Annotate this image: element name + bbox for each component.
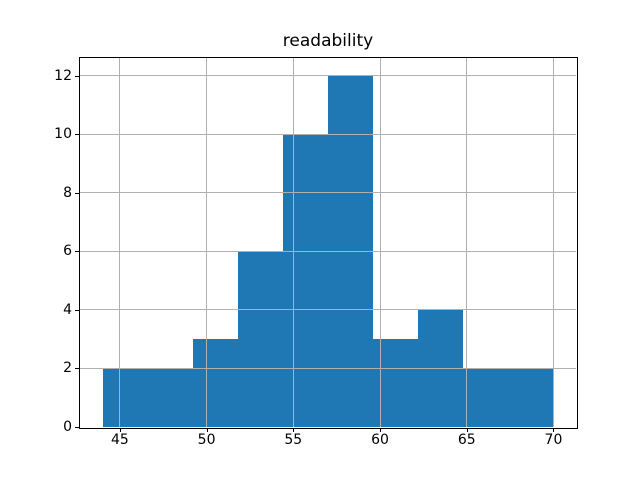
x-tick-label: 70	[544, 432, 563, 448]
x-tick-mark	[206, 428, 208, 432]
histogram-bar	[463, 368, 509, 427]
histogram-bar	[282, 134, 328, 427]
histogram-bar	[237, 251, 283, 427]
histogram-bar	[147, 368, 193, 427]
gridline-vertical	[119, 58, 121, 427]
y-tick-mark	[75, 192, 79, 194]
chart-title: readability	[282, 31, 374, 51]
gridline-horizontal	[80, 426, 576, 427]
y-tick-label: 4	[63, 301, 72, 318]
x-tick-mark	[466, 428, 468, 432]
x-tick-label: 45	[110, 432, 129, 448]
gridline-horizontal	[80, 309, 576, 311]
gridline-vertical	[292, 58, 294, 427]
gridline-horizontal	[80, 367, 576, 369]
gridline-horizontal	[80, 133, 576, 135]
y-tick-mark	[75, 427, 79, 428]
y-tick-mark	[75, 251, 79, 253]
gridline-vertical	[206, 58, 208, 427]
gridline-horizontal	[80, 192, 576, 194]
y-tick-label: 8	[63, 184, 72, 201]
y-tick-label: 12	[54, 67, 72, 84]
y-tick-label: 6	[63, 243, 72, 260]
histogram-bar	[192, 339, 238, 427]
histogram-bar	[373, 339, 419, 427]
gridline-vertical	[552, 58, 554, 427]
x-tick-mark	[293, 428, 295, 432]
gridline-horizontal	[80, 75, 576, 77]
y-tick-mark	[75, 134, 79, 136]
y-tick-mark	[75, 75, 79, 77]
x-tick-label: 65	[457, 432, 476, 448]
x-tick-label: 55	[284, 432, 303, 448]
x-tick-mark	[380, 428, 382, 432]
x-tick-label: 50	[197, 432, 216, 448]
x-tick-mark	[119, 428, 121, 432]
histogram-bar	[508, 368, 554, 427]
axes-spines	[79, 57, 578, 429]
gridline-vertical	[466, 58, 468, 427]
y-tick-mark	[75, 309, 79, 311]
x-tick-mark	[553, 428, 555, 432]
gridline-vertical	[379, 58, 381, 427]
y-tick-label: 0	[63, 419, 72, 435]
y-tick-mark	[75, 368, 79, 370]
y-tick-label: 10	[54, 126, 72, 143]
x-tick-label: 60	[371, 432, 389, 448]
histogram-bar	[102, 368, 148, 427]
plot-area	[80, 58, 576, 427]
gridline-horizontal	[80, 250, 576, 252]
y-tick-label: 2	[63, 360, 72, 377]
